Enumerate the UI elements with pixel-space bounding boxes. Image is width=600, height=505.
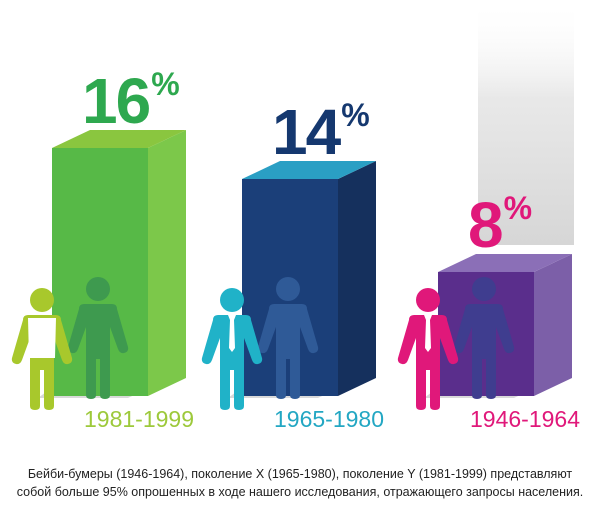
- bar-side: [534, 254, 572, 396]
- bar-side: [338, 161, 376, 396]
- person-shadow-icon: [453, 277, 515, 399]
- caption-line-2: собой больше 95% опрошенных в ходе нашег…: [16, 485, 584, 499]
- bar-top: [52, 130, 186, 148]
- category-label: 1965-1980: [274, 406, 384, 432]
- bar-1981-1999: [38, 130, 186, 398]
- person-icon: [11, 288, 73, 410]
- person-icon: [201, 288, 263, 410]
- bar-side: [148, 130, 186, 396]
- person-shadow-icon: [67, 277, 129, 399]
- bar-1946-1964: [424, 254, 572, 398]
- bar-top: [438, 254, 572, 272]
- bar-top: [242, 161, 376, 179]
- person-shadow-icon: [257, 277, 319, 399]
- caption-line-1: Бейби-бумеры (1946-1964), поколение X (1…: [27, 467, 573, 481]
- value-label: 16%: [82, 65, 180, 137]
- bar-1965-1980: [228, 161, 376, 398]
- category-label: 1981-1999: [84, 406, 194, 432]
- spotlight-beam: [478, 0, 574, 245]
- value-label: 14%: [272, 96, 370, 168]
- person-icon: [397, 288, 459, 410]
- generation-bar-chart: [11, 0, 574, 410]
- category-label: 1946-1964: [470, 406, 580, 432]
- value-label: 8%: [468, 189, 533, 261]
- chart-caption: Бейби-бумеры (1946-1964), поколение X (1…: [0, 465, 600, 501]
